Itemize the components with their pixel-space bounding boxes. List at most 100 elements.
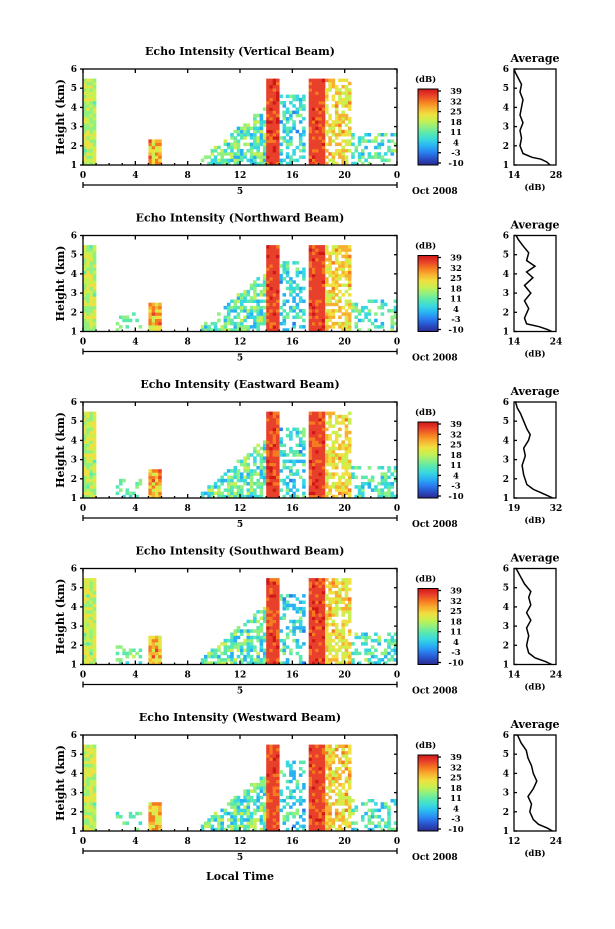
heatmap-cell bbox=[308, 264, 313, 268]
heatmap-cell bbox=[318, 424, 323, 428]
heatmap-cell bbox=[321, 757, 326, 761]
heatmap-cell bbox=[272, 97, 277, 102]
heatmap-cell bbox=[269, 587, 273, 592]
heatmap-cell bbox=[344, 315, 349, 319]
heatmap-cell bbox=[92, 91, 97, 95]
heatmap-cell bbox=[357, 136, 362, 140]
heatmap-cell bbox=[200, 658, 205, 662]
heatmap-cell bbox=[92, 264, 97, 268]
heatmap-cell bbox=[344, 97, 349, 102]
heatmap-cell bbox=[285, 491, 290, 496]
heatmap-cell bbox=[266, 78, 270, 83]
heatmap-cell bbox=[89, 587, 94, 592]
heatmap-cell bbox=[253, 152, 257, 156]
heatmap-cell bbox=[331, 270, 336, 275]
heatmap-cell bbox=[230, 494, 234, 499]
heatmap-cell bbox=[269, 283, 273, 287]
heatmap-cell bbox=[325, 411, 329, 416]
heatmap-cell bbox=[315, 309, 319, 313]
heatmap-cell bbox=[223, 305, 228, 310]
heatmap-cell bbox=[285, 273, 290, 278]
heatmap-cell bbox=[83, 603, 87, 608]
heatmap-cell bbox=[325, 289, 329, 294]
heatmap-cell bbox=[347, 773, 352, 777]
heatmap-cell bbox=[308, 328, 313, 332]
heatmap-cell bbox=[89, 302, 94, 307]
heatmap-cell bbox=[89, 767, 94, 771]
heatmap-cell bbox=[302, 783, 306, 787]
heatmap-cell bbox=[308, 136, 313, 140]
heatmap-cell bbox=[253, 113, 257, 118]
heatmap-cell bbox=[331, 248, 336, 252]
heatmap-cell bbox=[262, 273, 267, 278]
heatmap-cell bbox=[269, 325, 273, 329]
heatmap-cell bbox=[328, 424, 332, 428]
heatmap-cell bbox=[338, 482, 342, 486]
heatmap-cell bbox=[269, 462, 273, 467]
heatmap-cell bbox=[92, 325, 97, 329]
heatmap-cell bbox=[298, 136, 303, 140]
heatmap-cell bbox=[276, 427, 280, 432]
heatmap-cell bbox=[357, 318, 362, 323]
heatmap-cell bbox=[89, 299, 94, 303]
heatmap-cell bbox=[259, 661, 264, 665]
heatmap-cell bbox=[295, 107, 300, 111]
heatmap-cell bbox=[312, 424, 316, 428]
heatmap-cell bbox=[86, 578, 90, 582]
heatmap-cell bbox=[347, 315, 352, 319]
heatmap-cell bbox=[321, 94, 326, 99]
heatmap-cell bbox=[83, 328, 87, 332]
heatmap-cell bbox=[334, 418, 339, 422]
x-tick-label: 0 bbox=[80, 338, 86, 348]
heatmap-cell bbox=[387, 494, 391, 499]
heatmap-cell bbox=[86, 824, 90, 829]
heatmap-cell bbox=[249, 453, 254, 457]
heatmap-cell bbox=[269, 302, 273, 307]
heatmap-cell bbox=[272, 155, 277, 159]
heatmap-cell bbox=[318, 149, 323, 153]
heatmap-cell bbox=[325, 485, 329, 489]
heatmap-cell bbox=[321, 488, 326, 492]
heatmap-cell bbox=[92, 158, 97, 163]
heatmap-cell bbox=[89, 421, 94, 425]
heatmap-cell bbox=[249, 824, 254, 829]
heatmap-cell bbox=[269, 315, 273, 319]
heatmap-cell bbox=[279, 120, 283, 124]
heatmap-cell bbox=[338, 120, 342, 124]
heatmap-cell bbox=[92, 440, 97, 444]
heatmap-cell bbox=[328, 129, 332, 134]
heatmap-cell bbox=[321, 776, 326, 781]
heatmap-cell bbox=[151, 805, 156, 809]
heatmap-cell bbox=[89, 78, 94, 83]
heatmap-cell bbox=[344, 88, 349, 92]
x-tick-label: 4 bbox=[132, 171, 138, 181]
heatmap-cell bbox=[253, 299, 257, 303]
heatmap-cell bbox=[249, 136, 254, 140]
heatmap-cell bbox=[266, 453, 270, 457]
heatmap-cell bbox=[315, 427, 319, 432]
heatmap-cell bbox=[338, 113, 342, 118]
heatmap-cell bbox=[253, 123, 257, 127]
heatmap-cell bbox=[347, 587, 352, 592]
heatmap-cell bbox=[262, 318, 267, 323]
heatmap-cell bbox=[256, 610, 260, 614]
heatmap-cell bbox=[377, 661, 381, 665]
heatmap-cell bbox=[220, 827, 224, 832]
heatmap-cell bbox=[259, 783, 264, 787]
heatmap-cell bbox=[272, 418, 277, 422]
heatmap-cell bbox=[302, 129, 306, 134]
heatmap-cell bbox=[89, 129, 94, 134]
heatmap-cell bbox=[217, 818, 221, 822]
heatmap-cell bbox=[315, 786, 319, 790]
heatmap-cell bbox=[220, 155, 224, 159]
heatmap-cell bbox=[236, 475, 241, 480]
heatmap-cell bbox=[272, 619, 277, 624]
heatmap-cell bbox=[236, 293, 241, 297]
heatmap-cell bbox=[148, 827, 152, 832]
heatmap-cell bbox=[272, 309, 277, 313]
heatmap-cell bbox=[370, 321, 375, 326]
heatmap-cell bbox=[318, 754, 323, 758]
heatmap-cell bbox=[236, 478, 241, 483]
heatmap-cell bbox=[325, 760, 329, 765]
heatmap-cell bbox=[92, 661, 97, 665]
